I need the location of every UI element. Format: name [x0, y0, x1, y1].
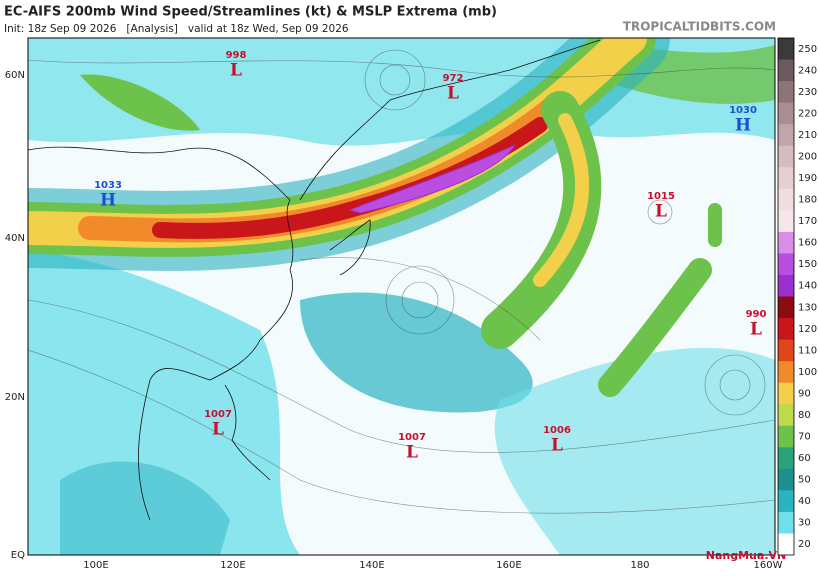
pressure-symbol: L: [655, 202, 667, 222]
colorbar-label: 80: [798, 410, 811, 421]
colorbar-swatch: [778, 188, 794, 211]
colorbar-swatch: [778, 425, 794, 448]
colorbar-swatch: [778, 447, 794, 470]
pressure-symbol: L: [406, 443, 418, 463]
colorbar-label: 90: [798, 388, 811, 399]
lon-label: 100E: [83, 560, 108, 571]
pressure-value: 1006: [543, 425, 571, 436]
colorbar-label: 30: [798, 518, 811, 529]
colorbar-label: 190: [798, 173, 817, 184]
colorbar-label: 100: [798, 367, 817, 378]
colorbar-swatch: [778, 296, 794, 319]
colorbar-label: 230: [798, 87, 817, 98]
pressure-value: 998: [226, 50, 247, 61]
colorbar-label: 170: [798, 216, 817, 227]
pressure-symbol: L: [551, 436, 563, 456]
colorbar-swatch: [778, 274, 794, 297]
colorbar-swatch: [778, 81, 794, 104]
colorbar-swatch: [778, 102, 794, 125]
subtitle: Init: 18z Sep 09 2026 [Analysis] valid a…: [4, 23, 349, 35]
colorbar-swatch: [778, 533, 794, 556]
source: TROPICALTIDBITS.COM: [623, 20, 776, 34]
colorbar-label: 120: [798, 324, 817, 335]
lon-label: 120E: [220, 560, 245, 571]
pressure-value: 990: [746, 309, 767, 320]
colorbar-swatch: [778, 231, 794, 254]
lon-label: 160W: [754, 560, 783, 571]
pressure-symbol: L: [212, 420, 224, 440]
lat-label: EQ: [11, 550, 25, 561]
colorbar-label: 220: [798, 108, 817, 119]
map-frame: [27, 37, 776, 556]
pressure-value: 1030: [729, 105, 757, 116]
colorbar-label: 50: [798, 475, 811, 486]
colorbar-swatch: [778, 124, 794, 147]
colorbar-swatch: [778, 382, 794, 405]
colorbar-label: 40: [798, 496, 811, 507]
pressure-value: 972: [443, 73, 464, 84]
colorbar-swatch: [778, 38, 794, 61]
colorbar-label: 250: [798, 44, 817, 55]
pressure-value: 1007: [398, 432, 426, 443]
colorbar-label: 240: [798, 65, 817, 76]
colorbar-label: 130: [798, 302, 817, 313]
title: EC-AIFS 200mb Wind Speed/Streamlines (kt…: [4, 5, 497, 20]
colorbar-swatch: [778, 59, 794, 82]
colorbar-swatch: [778, 145, 794, 168]
pressure-symbol: L: [447, 84, 459, 104]
colorbar-swatch: [778, 167, 794, 190]
lat-label: 40N: [5, 233, 25, 244]
colorbar-swatch: [778, 404, 794, 427]
lat-label: 60N: [5, 70, 25, 81]
map-field: [28, 38, 775, 555]
pressure-symbol: L: [230, 61, 242, 81]
colorbar-label: 180: [798, 195, 817, 206]
colorbar-swatch: [778, 318, 794, 341]
colorbar-label: 150: [798, 259, 817, 270]
lon-label: 160E: [496, 560, 521, 571]
colorbar-swatch: [778, 490, 794, 513]
colorbar-label: 210: [798, 130, 817, 141]
colorbar-swatch: [778, 210, 794, 233]
colorbar-label: 70: [798, 432, 811, 443]
lon-label: 140E: [359, 560, 384, 571]
colorbar-label: 110: [798, 345, 817, 356]
watermark: NangMua.VN: [706, 549, 786, 562]
colorbar-swatch: [778, 511, 794, 534]
colorbar-label: 160: [798, 238, 817, 249]
colorbar-swatch: [778, 339, 794, 362]
lon-label: 180: [630, 560, 649, 571]
pressure-symbol: H: [100, 191, 116, 211]
pressure-symbol: H: [735, 116, 751, 136]
pressure-symbol: L: [750, 320, 762, 340]
colorbar-swatch: [778, 253, 794, 276]
colorbar-label: 20: [798, 539, 811, 550]
colorbar-frame: [777, 37, 795, 556]
colorbar-label: 200: [798, 151, 817, 162]
lat-label: 20N: [5, 392, 25, 403]
colorbar-label: 60: [798, 453, 811, 464]
pressure-value: 1015: [647, 191, 675, 202]
colorbar-swatch: [778, 361, 794, 384]
colorbar-swatch: [778, 468, 794, 491]
colorbar-label: 140: [798, 281, 817, 292]
pressure-value: 1007: [204, 409, 232, 420]
pressure-value: 1033: [94, 180, 122, 191]
